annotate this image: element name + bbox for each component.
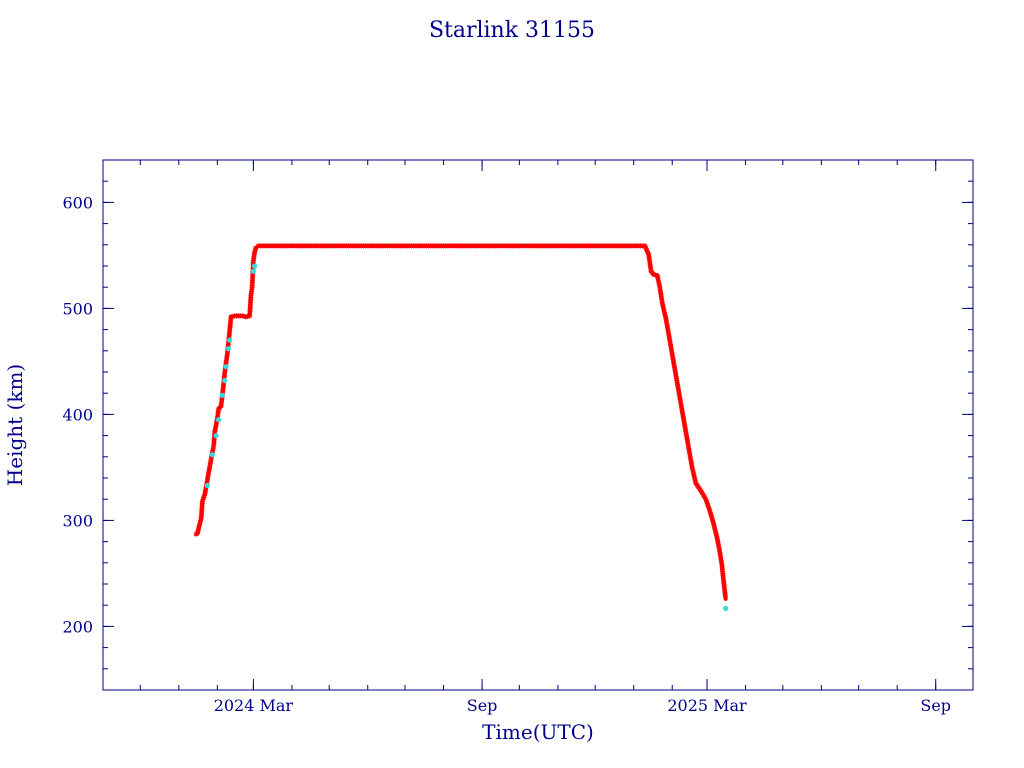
- data-point: [253, 245, 259, 251]
- data-point: [722, 594, 728, 600]
- data-point: [643, 245, 649, 251]
- x-tick-label: 2025 Mar: [667, 696, 747, 715]
- data-point: [201, 495, 207, 501]
- y-axis-label: Height (km): [3, 364, 27, 486]
- data-point-secondary: [213, 433, 219, 439]
- data-point-secondary: [209, 452, 215, 458]
- y-tick-label: 600: [62, 193, 93, 212]
- data-point: [252, 249, 258, 255]
- axis-ticks: [102, 159, 974, 691]
- data-point: [709, 515, 715, 521]
- data-point: [199, 498, 205, 504]
- data-point: [700, 492, 706, 498]
- x-tick-label: Sep: [467, 696, 498, 715]
- axis-tick-labels: 2024 Mar Sep 2025 Mar Sep 200 300 400 500 600: [62, 193, 951, 715]
- data-point: [704, 498, 710, 504]
- data-point: [707, 509, 713, 515]
- y-tick-label: 200: [62, 617, 93, 636]
- data-point: [699, 490, 705, 496]
- data-point-secondary: [225, 346, 232, 352]
- data-point: [644, 247, 650, 253]
- data-point: [723, 596, 728, 601]
- plot-frame: [102, 159, 974, 691]
- series-connector-line: [195, 245, 727, 599]
- data-point: [642, 243, 648, 249]
- data-point: [252, 247, 258, 253]
- data-point-secondary: [223, 364, 229, 370]
- data-point: [705, 503, 711, 509]
- data-point: [708, 513, 714, 519]
- x-tick-label: Sep: [920, 696, 951, 715]
- y-tick-label: 300: [62, 511, 93, 530]
- data-point: [707, 507, 713, 513]
- data-series: [193, 243, 729, 611]
- data-point-secondary: [250, 268, 256, 274]
- data-point-secondary: [215, 417, 222, 423]
- data-point: [704, 500, 710, 506]
- data-point: [703, 496, 709, 502]
- data-point-secondary: [219, 392, 225, 398]
- data-point-secondary: [222, 377, 228, 384]
- data-point-secondary: [723, 605, 729, 611]
- data-point-secondary: [204, 482, 210, 489]
- data-point: [702, 494, 708, 500]
- data-point-secondary: [227, 337, 233, 343]
- chart-title: Starlink 31155: [429, 18, 595, 43]
- data-point-secondary: [252, 263, 258, 269]
- data-point: [201, 493, 207, 499]
- data-point: [698, 488, 704, 494]
- x-tick-label: 2024 Mar: [214, 696, 294, 715]
- x-axis-label: Time(UTC): [482, 720, 594, 744]
- data-point: [645, 249, 651, 255]
- data-point: [706, 505, 712, 511]
- data-point: [200, 496, 206, 502]
- data-point: [708, 511, 714, 517]
- data-point: [710, 517, 716, 523]
- y-tick-label: 400: [62, 405, 93, 424]
- y-tick-label: 500: [62, 299, 93, 318]
